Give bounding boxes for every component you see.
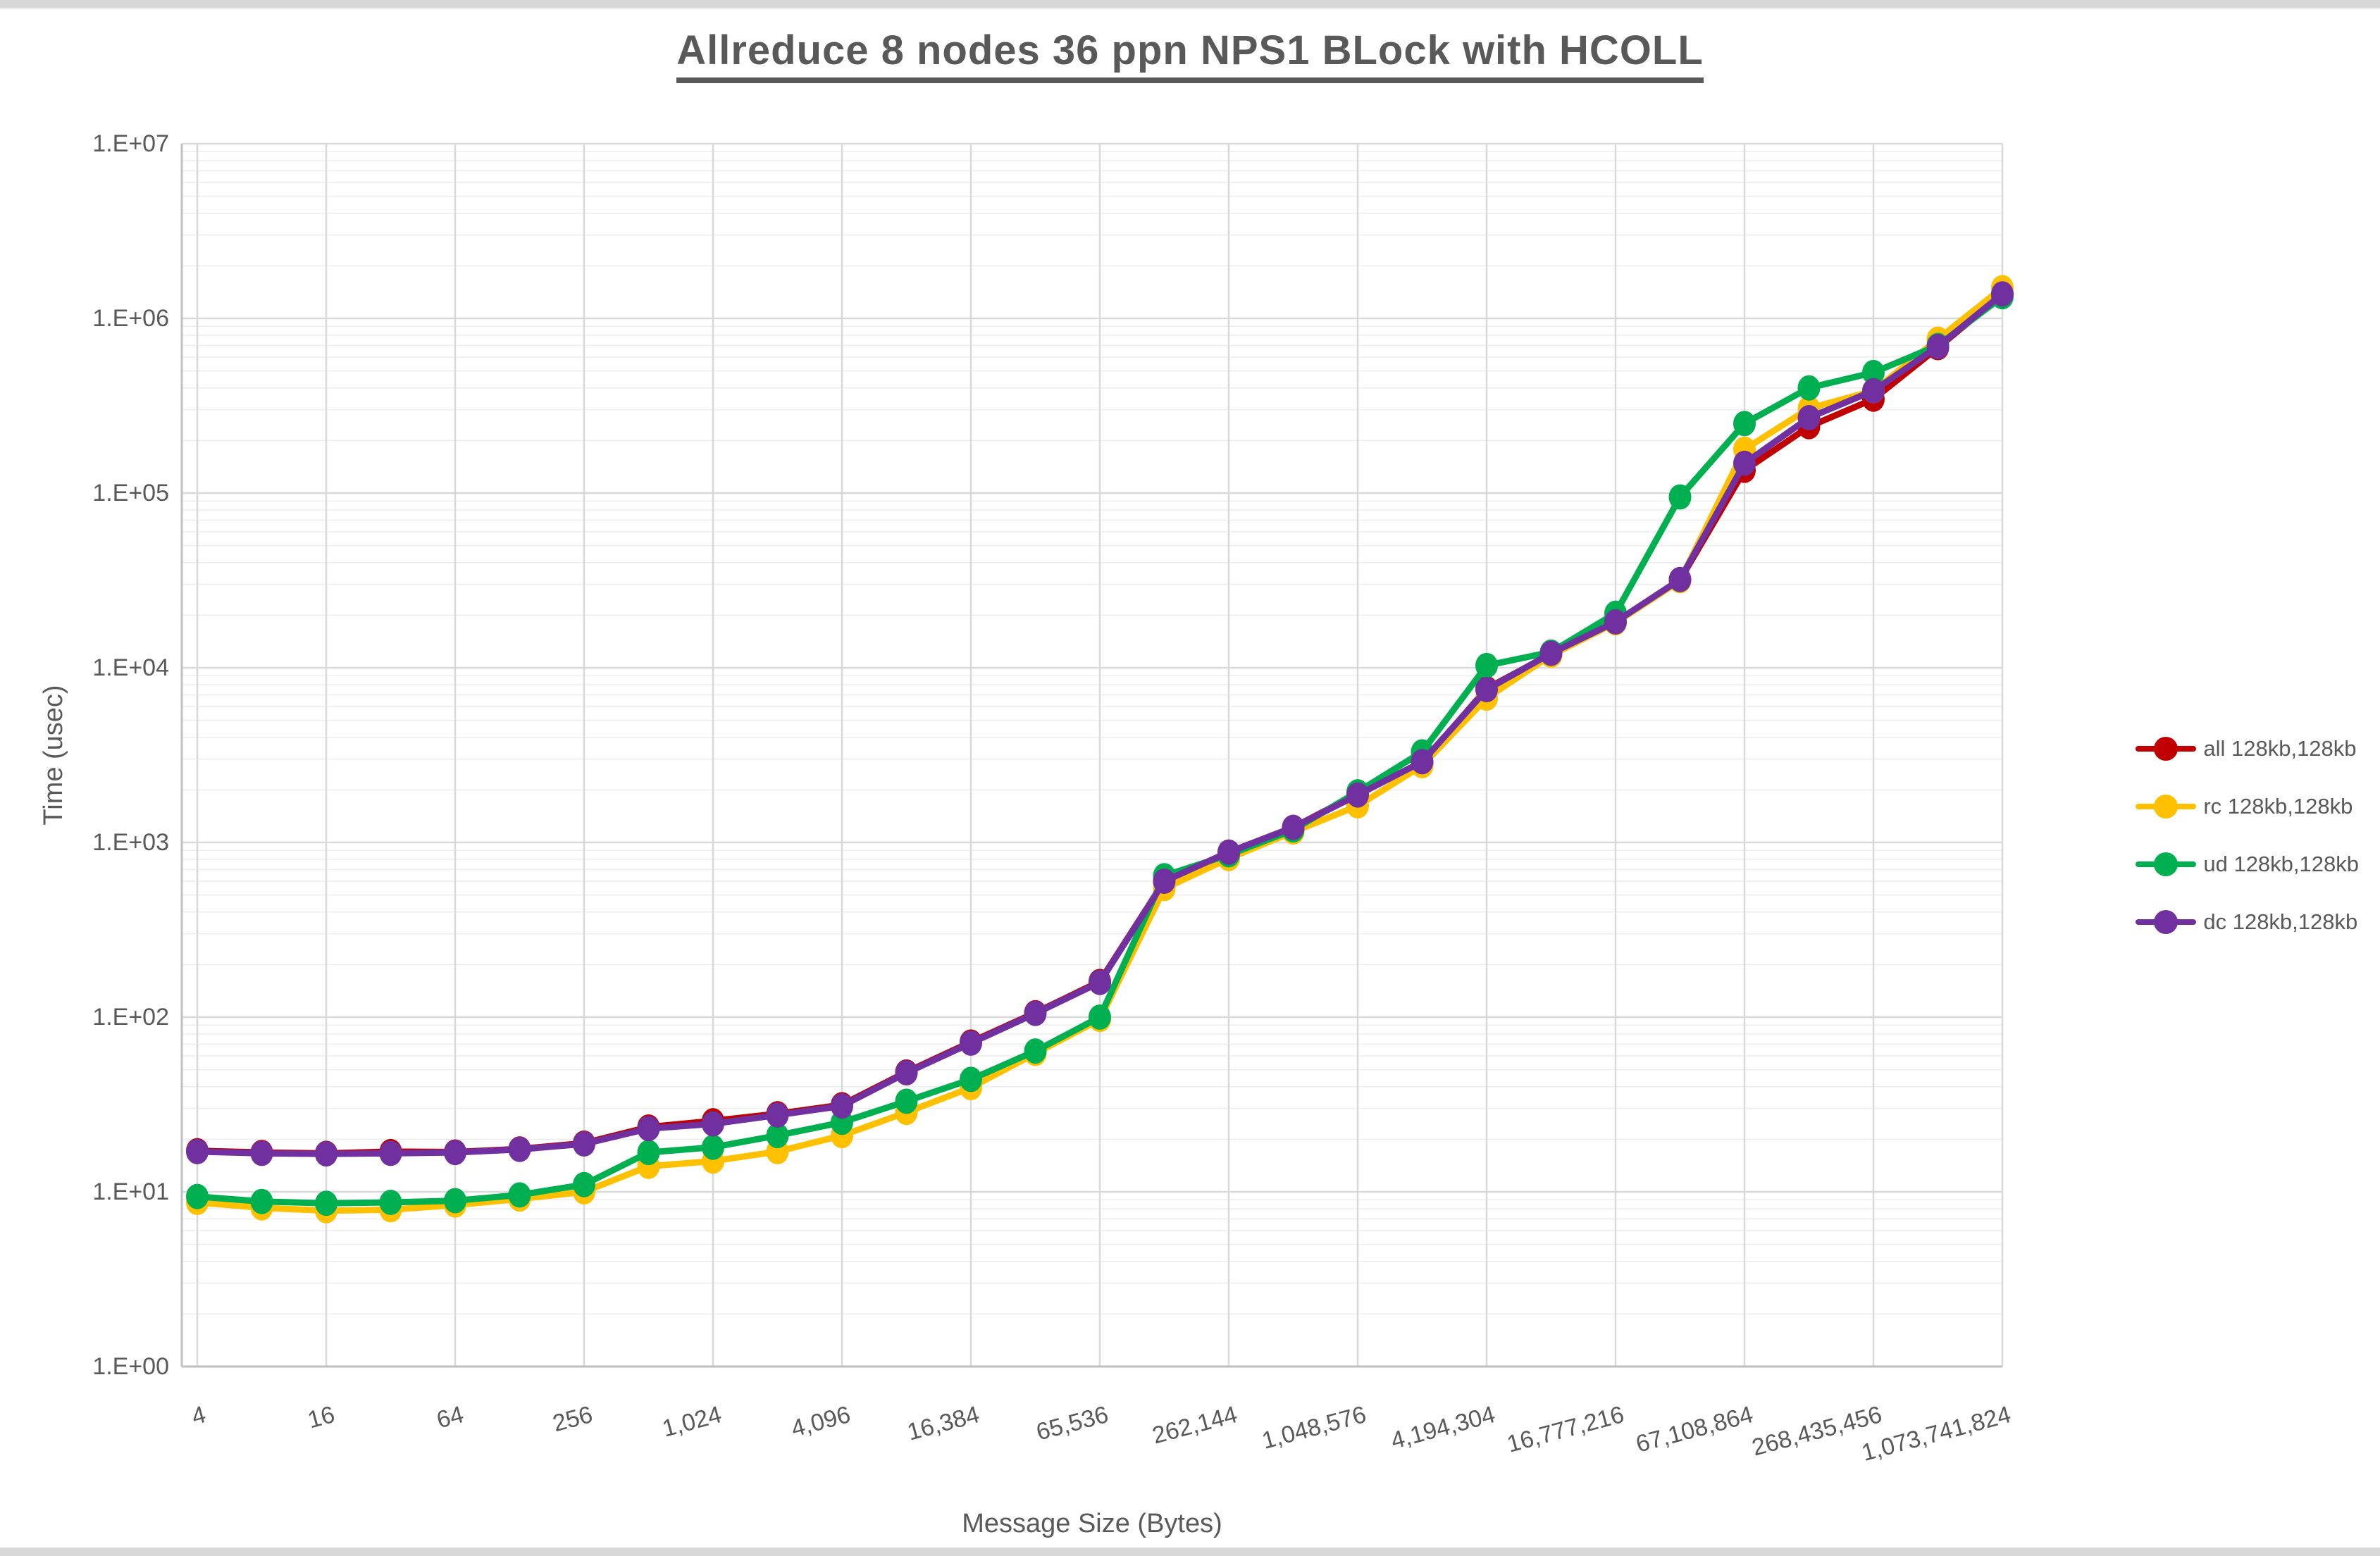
series-point-dc	[1346, 782, 1369, 808]
series-point-dc	[1733, 450, 1756, 476]
series-point-dc	[444, 1140, 466, 1166]
series-point-dc	[1862, 378, 1885, 404]
series-point-dc	[186, 1138, 209, 1164]
legend-label: rc 128kb,128kb	[2203, 794, 2353, 819]
chart-title: Allreduce 8 nodes 36 ppn NPS1 BLock with…	[0, 27, 2380, 83]
series-point-dc	[702, 1111, 724, 1137]
x-tick-label: 1,073,741,824	[1859, 1401, 2014, 1467]
x-tick-label: 16,777,216	[1504, 1401, 1627, 1458]
series-point-dc	[1153, 869, 1176, 895]
series-point-dc	[1217, 839, 1240, 865]
series-point-dc	[1797, 405, 1821, 431]
series-point-dc	[1411, 749, 1434, 775]
x-tick-label: 262,144	[1150, 1401, 1241, 1450]
legend-marker-icon	[2136, 910, 2197, 934]
legend-marker-icon	[2136, 795, 2197, 819]
y-tick-label: 1.E+07	[92, 130, 169, 157]
chart-legend: all 128kb,128kb rc 128kb,128kb ud 128kb,…	[2136, 736, 2359, 935]
series-point-dc	[1024, 1000, 1047, 1026]
series-point-ud	[895, 1088, 918, 1114]
series-point-dc	[1604, 609, 1627, 635]
legend-item-dc[interactable]: dc 128kb,128kb	[2136, 909, 2359, 935]
series-point-dc	[315, 1141, 337, 1167]
series-point-dc	[573, 1131, 595, 1157]
series-point-ud	[186, 1183, 209, 1209]
series-point-dc	[766, 1102, 789, 1128]
x-tick-label: 4	[189, 1401, 209, 1431]
legend-item-ud[interactable]: ud 128kb,128kb	[2136, 852, 2359, 877]
y-tick-label: 1.E+02	[92, 1004, 169, 1031]
legend-label: dc 128kb,128kb	[2203, 909, 2358, 934]
window-top-edge	[0, 0, 2380, 8]
series-point-ud	[702, 1134, 724, 1160]
legend-marker-icon	[2136, 737, 2197, 761]
series-point-ud	[444, 1188, 466, 1214]
series-point-dc	[1475, 676, 1498, 702]
y-tick-label: 1.E+05	[92, 480, 169, 506]
y-tick-label: 1.E+03	[92, 829, 169, 856]
x-tick-label: 67,108,864	[1633, 1401, 1756, 1458]
series-point-dc	[379, 1140, 402, 1166]
series-point-dc	[1668, 566, 1692, 592]
legend-label: all 128kb,128kb	[2203, 736, 2357, 761]
series-point-ud	[1089, 1004, 1111, 1030]
series-point-ud	[1862, 359, 1885, 385]
x-tick-label: 65,536	[1034, 1401, 1111, 1446]
y-tick-label: 1.E+06	[92, 305, 169, 332]
series-point-dc	[250, 1140, 273, 1166]
series-point-ud	[1733, 411, 1756, 437]
x-axis-title: Message Size (Bytes)	[962, 1509, 1222, 1538]
y-axis-title: Time (usec)	[39, 685, 68, 825]
x-tick-label: 64	[434, 1401, 466, 1433]
series-point-ud	[250, 1188, 273, 1214]
series-point-ud	[637, 1140, 660, 1166]
chart-title-text: Allreduce 8 nodes 36 ppn NPS1 BLock with…	[676, 27, 1704, 83]
series-point-dc	[1926, 333, 1950, 359]
series-point-ud	[508, 1182, 531, 1208]
series-point-ud	[315, 1190, 337, 1216]
y-tick-label: 1.E+01	[92, 1178, 169, 1205]
legend-item-rc[interactable]: rc 128kb,128kb	[2136, 794, 2359, 819]
y-tick-label: 1.E+04	[92, 654, 169, 681]
series-point-ud	[1024, 1038, 1047, 1064]
series-point-ud	[573, 1171, 595, 1197]
series-point-ud	[960, 1066, 982, 1093]
series-point-dc	[960, 1030, 982, 1056]
legend-label: ud 128kb,128kb	[2203, 852, 2359, 876]
x-tick-label: 4,096	[788, 1401, 853, 1443]
x-tick-label: 256	[550, 1401, 595, 1437]
series-point-dc	[831, 1093, 853, 1119]
series-point-ud	[1797, 375, 1821, 401]
x-tick-label: 1,048,576	[1259, 1401, 1369, 1455]
series-point-dc	[1282, 814, 1305, 840]
series-point-dc	[1089, 969, 1111, 995]
x-tick-label: 4,194,304	[1388, 1401, 1498, 1455]
series-point-dc	[1539, 640, 1563, 666]
window-bottom-edge	[0, 1548, 2380, 1556]
series-point-dc	[637, 1116, 660, 1142]
legend-item-all[interactable]: all 128kb,128kb	[2136, 736, 2359, 761]
series-point-ud	[1668, 484, 1692, 510]
series-point-dc	[895, 1060, 918, 1086]
series-point-ud	[379, 1189, 402, 1215]
series-point-ud	[1475, 652, 1498, 678]
y-tick-label: 1.E+00	[92, 1353, 169, 1380]
x-tick-label: 16,384	[905, 1401, 982, 1446]
x-tick-label: 1,024	[659, 1401, 724, 1443]
series-point-dc	[508, 1136, 531, 1162]
legend-marker-icon	[2136, 852, 2197, 876]
x-tick-label: 16	[305, 1401, 337, 1433]
series-point-ud	[766, 1123, 789, 1149]
series-point-dc	[1991, 281, 2014, 307]
